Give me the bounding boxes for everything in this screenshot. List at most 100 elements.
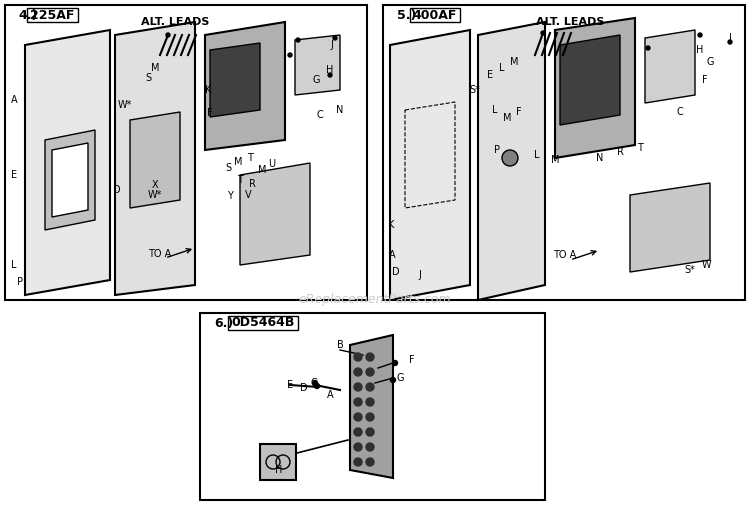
Polygon shape [555, 18, 635, 158]
Text: E: E [487, 70, 493, 80]
Bar [200, 313, 545, 500]
Circle shape [354, 428, 362, 436]
Circle shape [354, 413, 362, 421]
Circle shape [728, 40, 732, 44]
Text: J: J [728, 33, 731, 43]
Text: ALT. LEADS: ALT. LEADS [141, 17, 209, 27]
Circle shape [366, 428, 374, 436]
Circle shape [313, 381, 317, 385]
Text: E: E [11, 170, 17, 180]
Text: eReplacementParts.com: eReplacementParts.com [298, 294, 452, 306]
Text: B: B [337, 340, 344, 350]
Circle shape [391, 378, 395, 382]
Text: H: H [326, 65, 334, 75]
Text: C: C [676, 107, 683, 117]
Polygon shape [560, 35, 620, 125]
Circle shape [541, 31, 545, 35]
Polygon shape [295, 35, 340, 95]
Text: A: A [388, 250, 395, 260]
Bar [383, 5, 745, 300]
Text: S: S [145, 73, 151, 83]
Circle shape [392, 360, 398, 365]
Polygon shape [52, 143, 88, 217]
Text: P: P [494, 145, 500, 155]
Text: N: N [336, 105, 344, 115]
Text: L: L [500, 63, 505, 73]
Text: U: U [268, 159, 275, 169]
Polygon shape [630, 183, 710, 272]
Text: 0D5464B: 0D5464B [231, 317, 295, 329]
Bar [228, 316, 298, 330]
Text: F: F [410, 355, 415, 365]
Text: D: D [300, 383, 307, 393]
Text: M: M [234, 157, 242, 167]
Text: ALT. LEADS: ALT. LEADS [536, 17, 604, 27]
Text: W*: W* [148, 190, 162, 200]
Polygon shape [240, 163, 310, 265]
Text: 400AF: 400AF [413, 9, 458, 21]
Text: D: D [392, 267, 400, 277]
Text: R: R [616, 147, 623, 157]
Text: S*: S* [470, 85, 481, 95]
Circle shape [366, 398, 374, 406]
Bar [27, 8, 78, 22]
Text: T: T [637, 143, 643, 153]
Circle shape [366, 353, 374, 361]
Circle shape [502, 150, 518, 166]
Text: K: K [388, 220, 394, 230]
Polygon shape [478, 22, 545, 300]
Text: N: N [596, 153, 604, 163]
Circle shape [354, 353, 362, 361]
Circle shape [366, 458, 374, 466]
Text: 5.): 5.) [397, 9, 416, 21]
Text: W*: W* [118, 100, 132, 110]
Text: F: F [516, 107, 522, 117]
Text: S: S [225, 163, 231, 173]
Circle shape [646, 46, 650, 50]
Text: X: X [152, 180, 158, 190]
Circle shape [366, 443, 374, 451]
Text: L: L [492, 105, 498, 115]
Text: 225AF: 225AF [30, 9, 74, 21]
Bar [410, 8, 460, 22]
Text: M: M [510, 57, 518, 67]
Text: M: M [151, 63, 159, 73]
Circle shape [354, 383, 362, 391]
Circle shape [354, 443, 362, 451]
Circle shape [333, 36, 337, 40]
Text: 4.): 4.) [18, 9, 38, 21]
Text: T: T [247, 153, 253, 163]
Circle shape [366, 383, 374, 391]
Circle shape [288, 53, 292, 57]
Text: C: C [316, 110, 323, 120]
Circle shape [328, 73, 332, 77]
Polygon shape [205, 22, 285, 150]
Text: G: G [312, 75, 320, 85]
Text: P: P [17, 277, 23, 287]
Circle shape [166, 33, 170, 37]
Polygon shape [350, 335, 393, 478]
Text: W: W [701, 260, 711, 270]
Text: J: J [419, 270, 422, 280]
Text: A: A [327, 390, 333, 400]
Polygon shape [45, 130, 95, 230]
Text: V: V [244, 190, 251, 200]
Circle shape [698, 33, 702, 37]
Text: L: L [534, 150, 540, 160]
Circle shape [354, 398, 362, 406]
Polygon shape [390, 30, 470, 300]
Text: T: T [237, 175, 243, 185]
Circle shape [296, 38, 300, 42]
Text: M: M [550, 155, 560, 165]
Text: L: L [11, 260, 16, 270]
Text: J: J [331, 40, 334, 50]
Circle shape [314, 383, 320, 388]
Bar [5, 5, 367, 300]
Text: TO A: TO A [148, 249, 171, 259]
Text: H: H [275, 465, 283, 475]
Text: M: M [503, 113, 512, 123]
Text: H: H [696, 45, 703, 55]
Polygon shape [210, 43, 260, 117]
Text: Y: Y [227, 191, 233, 201]
Polygon shape [115, 22, 195, 295]
